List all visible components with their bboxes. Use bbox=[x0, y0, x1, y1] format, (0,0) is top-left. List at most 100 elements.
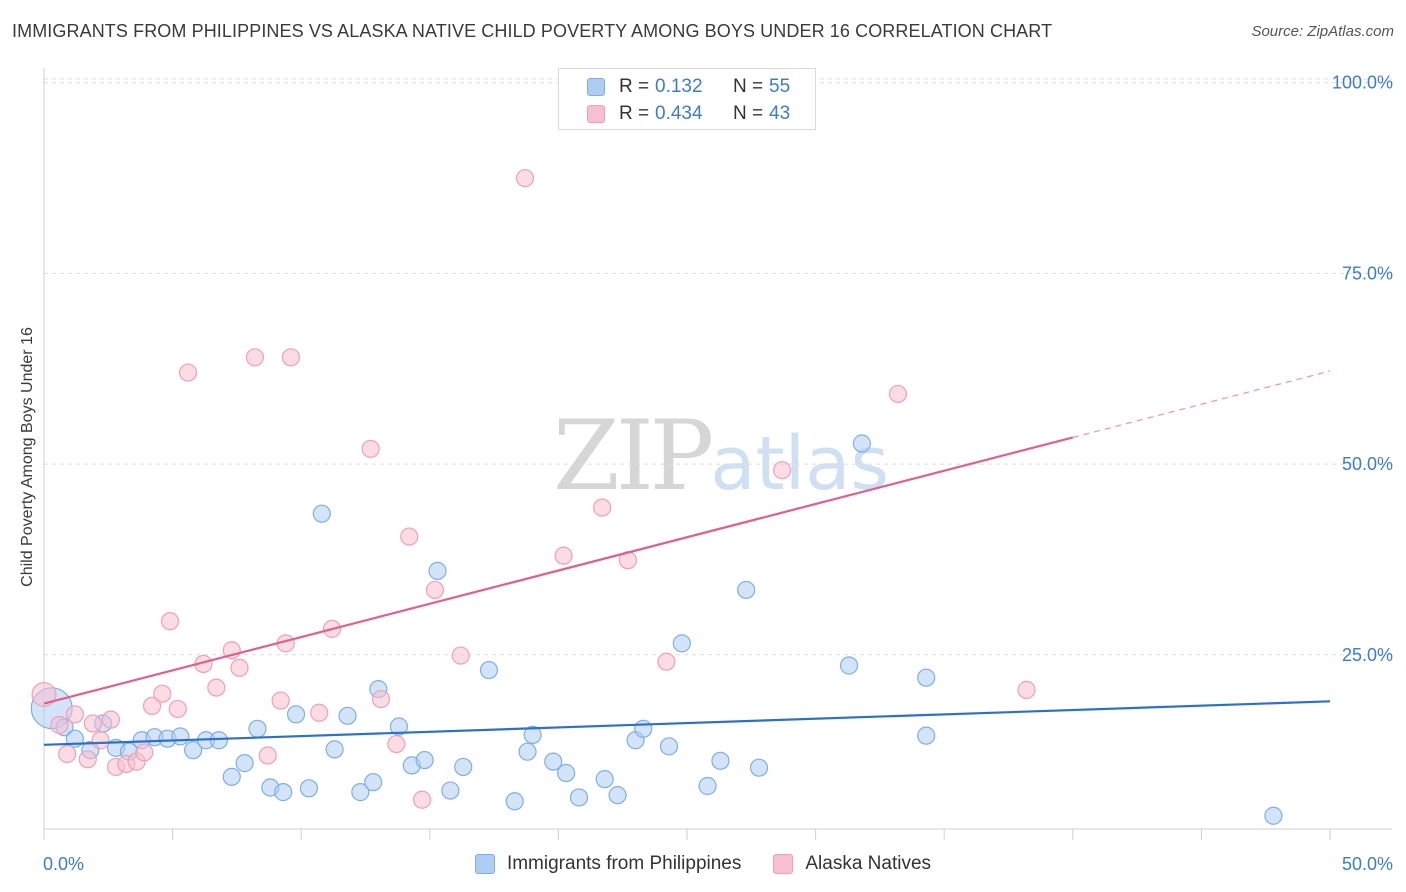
point-alaska-natives bbox=[230, 658, 249, 677]
point-philippines bbox=[325, 740, 344, 759]
legend-n-label: N = bbox=[733, 76, 764, 97]
point-alaska-natives bbox=[207, 678, 226, 697]
legend-n-value: 55 bbox=[769, 76, 791, 97]
series-legend: Immigrants from Philippines Alaska Nativ… bbox=[0, 851, 1406, 877]
point-philippines bbox=[274, 783, 293, 802]
legend-r-value: 0.434 bbox=[655, 103, 703, 124]
legend-swatch-pink bbox=[587, 105, 605, 123]
point-alaska-natives bbox=[83, 714, 102, 733]
point-alaska-natives bbox=[387, 734, 406, 754]
legend-row-philippines: R = 0.132 N = 55 bbox=[587, 75, 790, 99]
legend-n-value: 43 bbox=[769, 103, 791, 124]
point-philippines bbox=[415, 750, 434, 770]
point-alaska-natives bbox=[1017, 680, 1036, 699]
point-philippines bbox=[389, 717, 409, 736]
point-philippines bbox=[505, 792, 524, 811]
y-tick-label: 75.0% bbox=[1342, 263, 1393, 283]
point-philippines bbox=[698, 776, 717, 796]
point-philippines bbox=[479, 660, 499, 680]
point-alaska-natives bbox=[168, 699, 187, 719]
point-alaska-natives bbox=[371, 689, 391, 709]
x-tick-label: 0.0% bbox=[43, 854, 84, 874]
point-philippines bbox=[312, 504, 331, 523]
point-philippines bbox=[286, 705, 306, 724]
point-alaska-natives bbox=[400, 527, 419, 546]
y-tick-label: 25.0% bbox=[1342, 645, 1393, 665]
point-philippines bbox=[428, 561, 447, 580]
trendline-alaska-natives-extension bbox=[1072, 370, 1331, 438]
point-alaska-natives bbox=[178, 363, 198, 382]
series-legend-alaska: Alaska Natives bbox=[773, 853, 931, 875]
point-alaska-natives bbox=[245, 348, 265, 367]
point-alaska-natives bbox=[310, 703, 329, 722]
point-philippines bbox=[737, 580, 756, 600]
point-alaska-natives bbox=[412, 790, 432, 809]
point-philippines bbox=[917, 668, 936, 687]
legend-row-alaska: R = 0.434 N = 43 bbox=[587, 102, 790, 126]
point-philippines bbox=[544, 752, 563, 771]
point-philippines bbox=[222, 767, 241, 786]
watermark-zip: ZIP bbox=[553, 400, 714, 512]
point-alaska-natives bbox=[142, 696, 162, 716]
series-swatch-blue bbox=[474, 854, 495, 874]
point-philippines bbox=[364, 773, 383, 792]
point-philippines bbox=[171, 727, 190, 746]
point-philippines bbox=[852, 434, 871, 453]
point-philippines bbox=[523, 725, 542, 744]
point-alaska-natives bbox=[271, 691, 290, 710]
point-philippines bbox=[839, 656, 859, 675]
series-label: Alaska Natives bbox=[805, 853, 932, 874]
point-philippines bbox=[557, 763, 576, 783]
y-tick-label: 100.0% bbox=[1332, 73, 1393, 93]
point-alaska-natives bbox=[160, 612, 180, 631]
point-alaska-natives bbox=[65, 705, 84, 724]
point-philippines bbox=[454, 757, 473, 777]
legend-r-label: R = bbox=[619, 103, 650, 124]
point-philippines bbox=[248, 719, 267, 738]
point-philippines bbox=[659, 737, 679, 756]
point-philippines bbox=[338, 706, 357, 725]
series-label: Immigrants from Philippines bbox=[506, 853, 742, 874]
point-philippines bbox=[595, 770, 614, 789]
point-philippines bbox=[608, 786, 627, 805]
series-swatch-pink bbox=[773, 854, 794, 874]
legend-r-label: R = bbox=[619, 76, 650, 97]
series-legend-philippines: Immigrants from Philippines bbox=[474, 853, 742, 875]
point-alaska-natives bbox=[425, 580, 445, 600]
point-alaska-natives bbox=[50, 715, 69, 735]
point-alaska-natives bbox=[593, 498, 612, 517]
point-alaska-natives bbox=[91, 731, 110, 750]
point-alaska-natives bbox=[135, 743, 154, 762]
point-philippines bbox=[711, 751, 730, 770]
correlation-legend: R = 0.132 N = 55 R = 0.434 N = 43 bbox=[558, 68, 816, 130]
point-alaska-natives bbox=[554, 546, 573, 565]
point-philippines bbox=[184, 741, 203, 760]
point-alaska-natives bbox=[361, 439, 380, 458]
point-philippines bbox=[441, 781, 460, 800]
point-alaska-natives bbox=[888, 384, 908, 404]
x-tick-label: 50.0% bbox=[1342, 854, 1393, 874]
point-alaska-natives bbox=[281, 348, 301, 367]
point-philippines bbox=[917, 726, 936, 745]
legend-swatch-blue bbox=[587, 78, 605, 96]
legend-n-label: N = bbox=[733, 103, 764, 124]
point-alaska-natives bbox=[58, 744, 77, 764]
point-philippines bbox=[634, 719, 653, 738]
trendline-philippines bbox=[43, 700, 1331, 746]
point-philippines bbox=[569, 788, 589, 807]
point-philippines bbox=[1264, 806, 1283, 825]
trendline-alaska-natives bbox=[43, 436, 1074, 705]
chart-title: IMMIGRANTS FROM PHILIPPINES VS ALASKA NA… bbox=[12, 21, 1053, 41]
point-philippines bbox=[749, 758, 769, 777]
point-alaska-natives bbox=[101, 710, 120, 729]
point-philippines bbox=[235, 754, 254, 773]
point-philippines bbox=[351, 783, 370, 802]
legend-r-value: 0.132 bbox=[655, 76, 703, 97]
point-alaska-natives bbox=[515, 168, 535, 188]
point-philippines bbox=[299, 779, 319, 798]
point-alaska-natives bbox=[153, 684, 172, 703]
point-alaska-natives bbox=[657, 652, 676, 671]
point-alaska-natives bbox=[451, 646, 470, 665]
point-alaska-natives bbox=[258, 746, 277, 765]
